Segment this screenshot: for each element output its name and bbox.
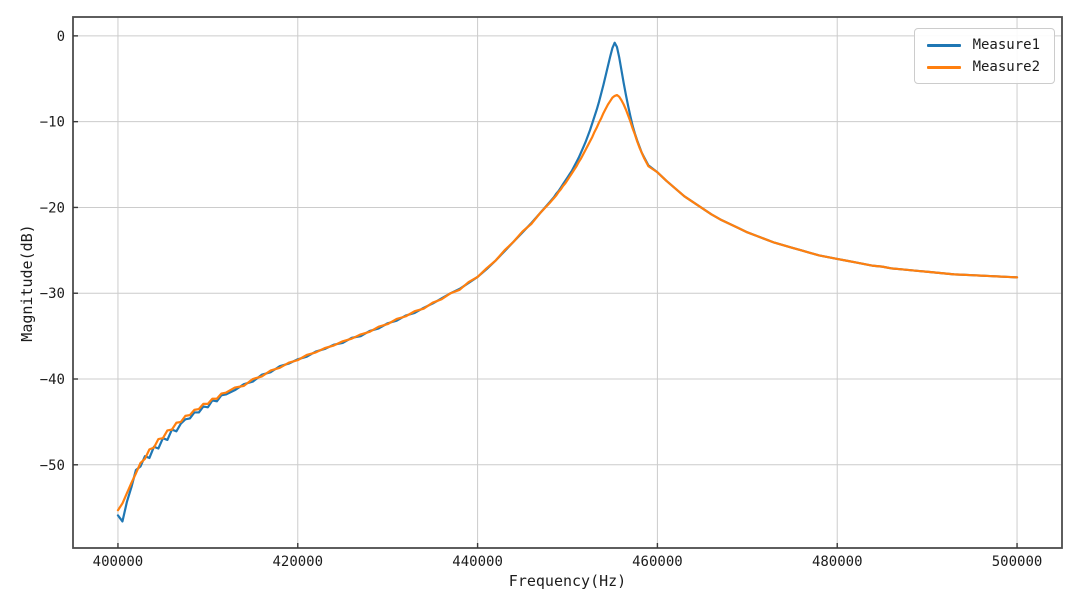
legend-item-measure2: Measure2 — [926, 59, 1040, 75]
series-line-measure1 — [116, 41, 1019, 523]
y-tick-label: −50 — [40, 458, 65, 474]
x-tick-label: 420000 — [272, 554, 323, 570]
measure1-line-swatch — [926, 43, 961, 47]
y-tick-label: −10 — [40, 115, 65, 131]
x-axis-label: Frequency(Hz) — [508, 572, 627, 590]
x-tick-label: 460000 — [632, 554, 683, 570]
legend: Measure1 Measure2 — [913, 28, 1055, 84]
x-tick-label: 440000 — [452, 554, 503, 570]
legend-label-measure2: Measure2 — [972, 59, 1040, 75]
axes-box — [72, 16, 1063, 549]
series-line-measure2 — [116, 93, 1019, 512]
y-tick-label: 0 — [57, 29, 65, 45]
legend-item-measure1: Measure1 — [926, 37, 1040, 53]
measure2-line-swatch — [926, 65, 961, 69]
x-tick-label: 400000 — [93, 554, 144, 570]
y-axis-label: Magnitude(dB) — [18, 224, 36, 342]
x-tick-label: 500000 — [992, 554, 1043, 570]
y-tick-label: −20 — [40, 200, 65, 216]
y-tick-label: −30 — [40, 286, 65, 302]
x-tick-label: 480000 — [812, 554, 863, 570]
legend-label-measure1: Measure1 — [972, 37, 1040, 53]
y-tick-label: −40 — [40, 372, 65, 388]
